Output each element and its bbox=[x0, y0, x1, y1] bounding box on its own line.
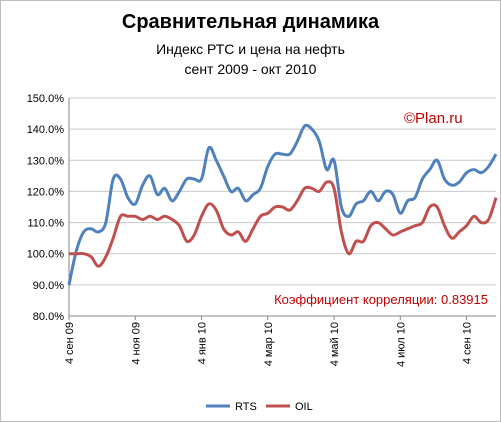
x-tick-label: 4 мар 10 bbox=[263, 322, 275, 366]
legend: RTS OIL bbox=[206, 401, 313, 413]
y-tick-label: 90.0% bbox=[33, 280, 64, 292]
x-tick-label: 4 янв 10 bbox=[197, 322, 209, 364]
y-tick-label: 100.0% bbox=[27, 249, 65, 261]
legend-label: RTS bbox=[235, 401, 257, 413]
chart-period: сент 2009 - окт 2010 bbox=[184, 61, 317, 77]
series-line-rts bbox=[67, 123, 498, 286]
x-tick-label: 4 сен 09 bbox=[64, 322, 76, 364]
y-tick-label: 140.0% bbox=[27, 124, 65, 136]
chart-title: Сравнительная динамика bbox=[121, 11, 380, 33]
x-tick-label: 4 май 10 bbox=[329, 322, 341, 366]
correlation-annotation: Коэффициент корреляции: 0.83915 bbox=[274, 292, 488, 307]
series-line-oil bbox=[69, 180, 498, 268]
y-tick-label: 80.0% bbox=[33, 311, 64, 323]
watermark: ©Plan.ru bbox=[404, 110, 463, 127]
x-tick-label: 4 ноя 09 bbox=[130, 322, 142, 365]
x-tick-label: 4 июл 10 bbox=[395, 322, 407, 367]
y-tick-label: 150.0% bbox=[27, 93, 65, 105]
chart-subtitle: Индекс РТС и цена на нефть bbox=[156, 41, 345, 57]
x-tick-label: 4 сен 10 bbox=[462, 322, 474, 364]
y-tick-label: 130.0% bbox=[27, 155, 65, 167]
y-tick-label: 120.0% bbox=[27, 186, 65, 198]
legend-label: OIL bbox=[295, 401, 313, 413]
y-tick-label: 110.0% bbox=[28, 218, 65, 230]
